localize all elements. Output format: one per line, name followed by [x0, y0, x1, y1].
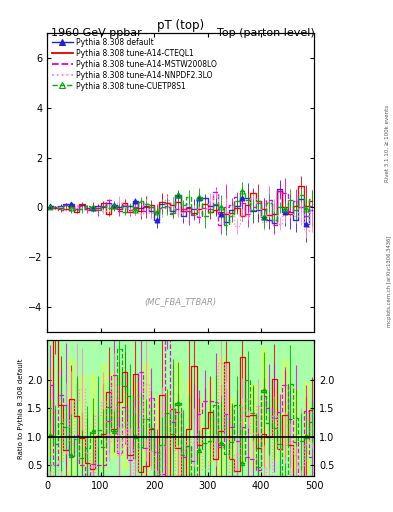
Text: Rivet 3.1.10, ≥ 100k events: Rivet 3.1.10, ≥ 100k events [385, 105, 389, 182]
Y-axis label: Ratio to Pythia 8.308 default: Ratio to Pythia 8.308 default [18, 358, 24, 459]
Text: mcplots.cern.ch [arXiv:1306.3436]: mcplots.cern.ch [arXiv:1306.3436] [387, 236, 392, 327]
Title: pT (top): pT (top) [157, 19, 204, 32]
Legend: Pythia 8.308 default, Pythia 8.308 tune-A14-CTEQL1, Pythia 8.308 tune-A14-MSTW20: Pythia 8.308 default, Pythia 8.308 tune-… [50, 35, 219, 93]
Text: 1960 GeV ppbar: 1960 GeV ppbar [51, 28, 142, 38]
Text: (MC_FBA_TTBAR): (MC_FBA_TTBAR) [145, 297, 217, 307]
Text: Top (parton level): Top (parton level) [217, 28, 314, 38]
